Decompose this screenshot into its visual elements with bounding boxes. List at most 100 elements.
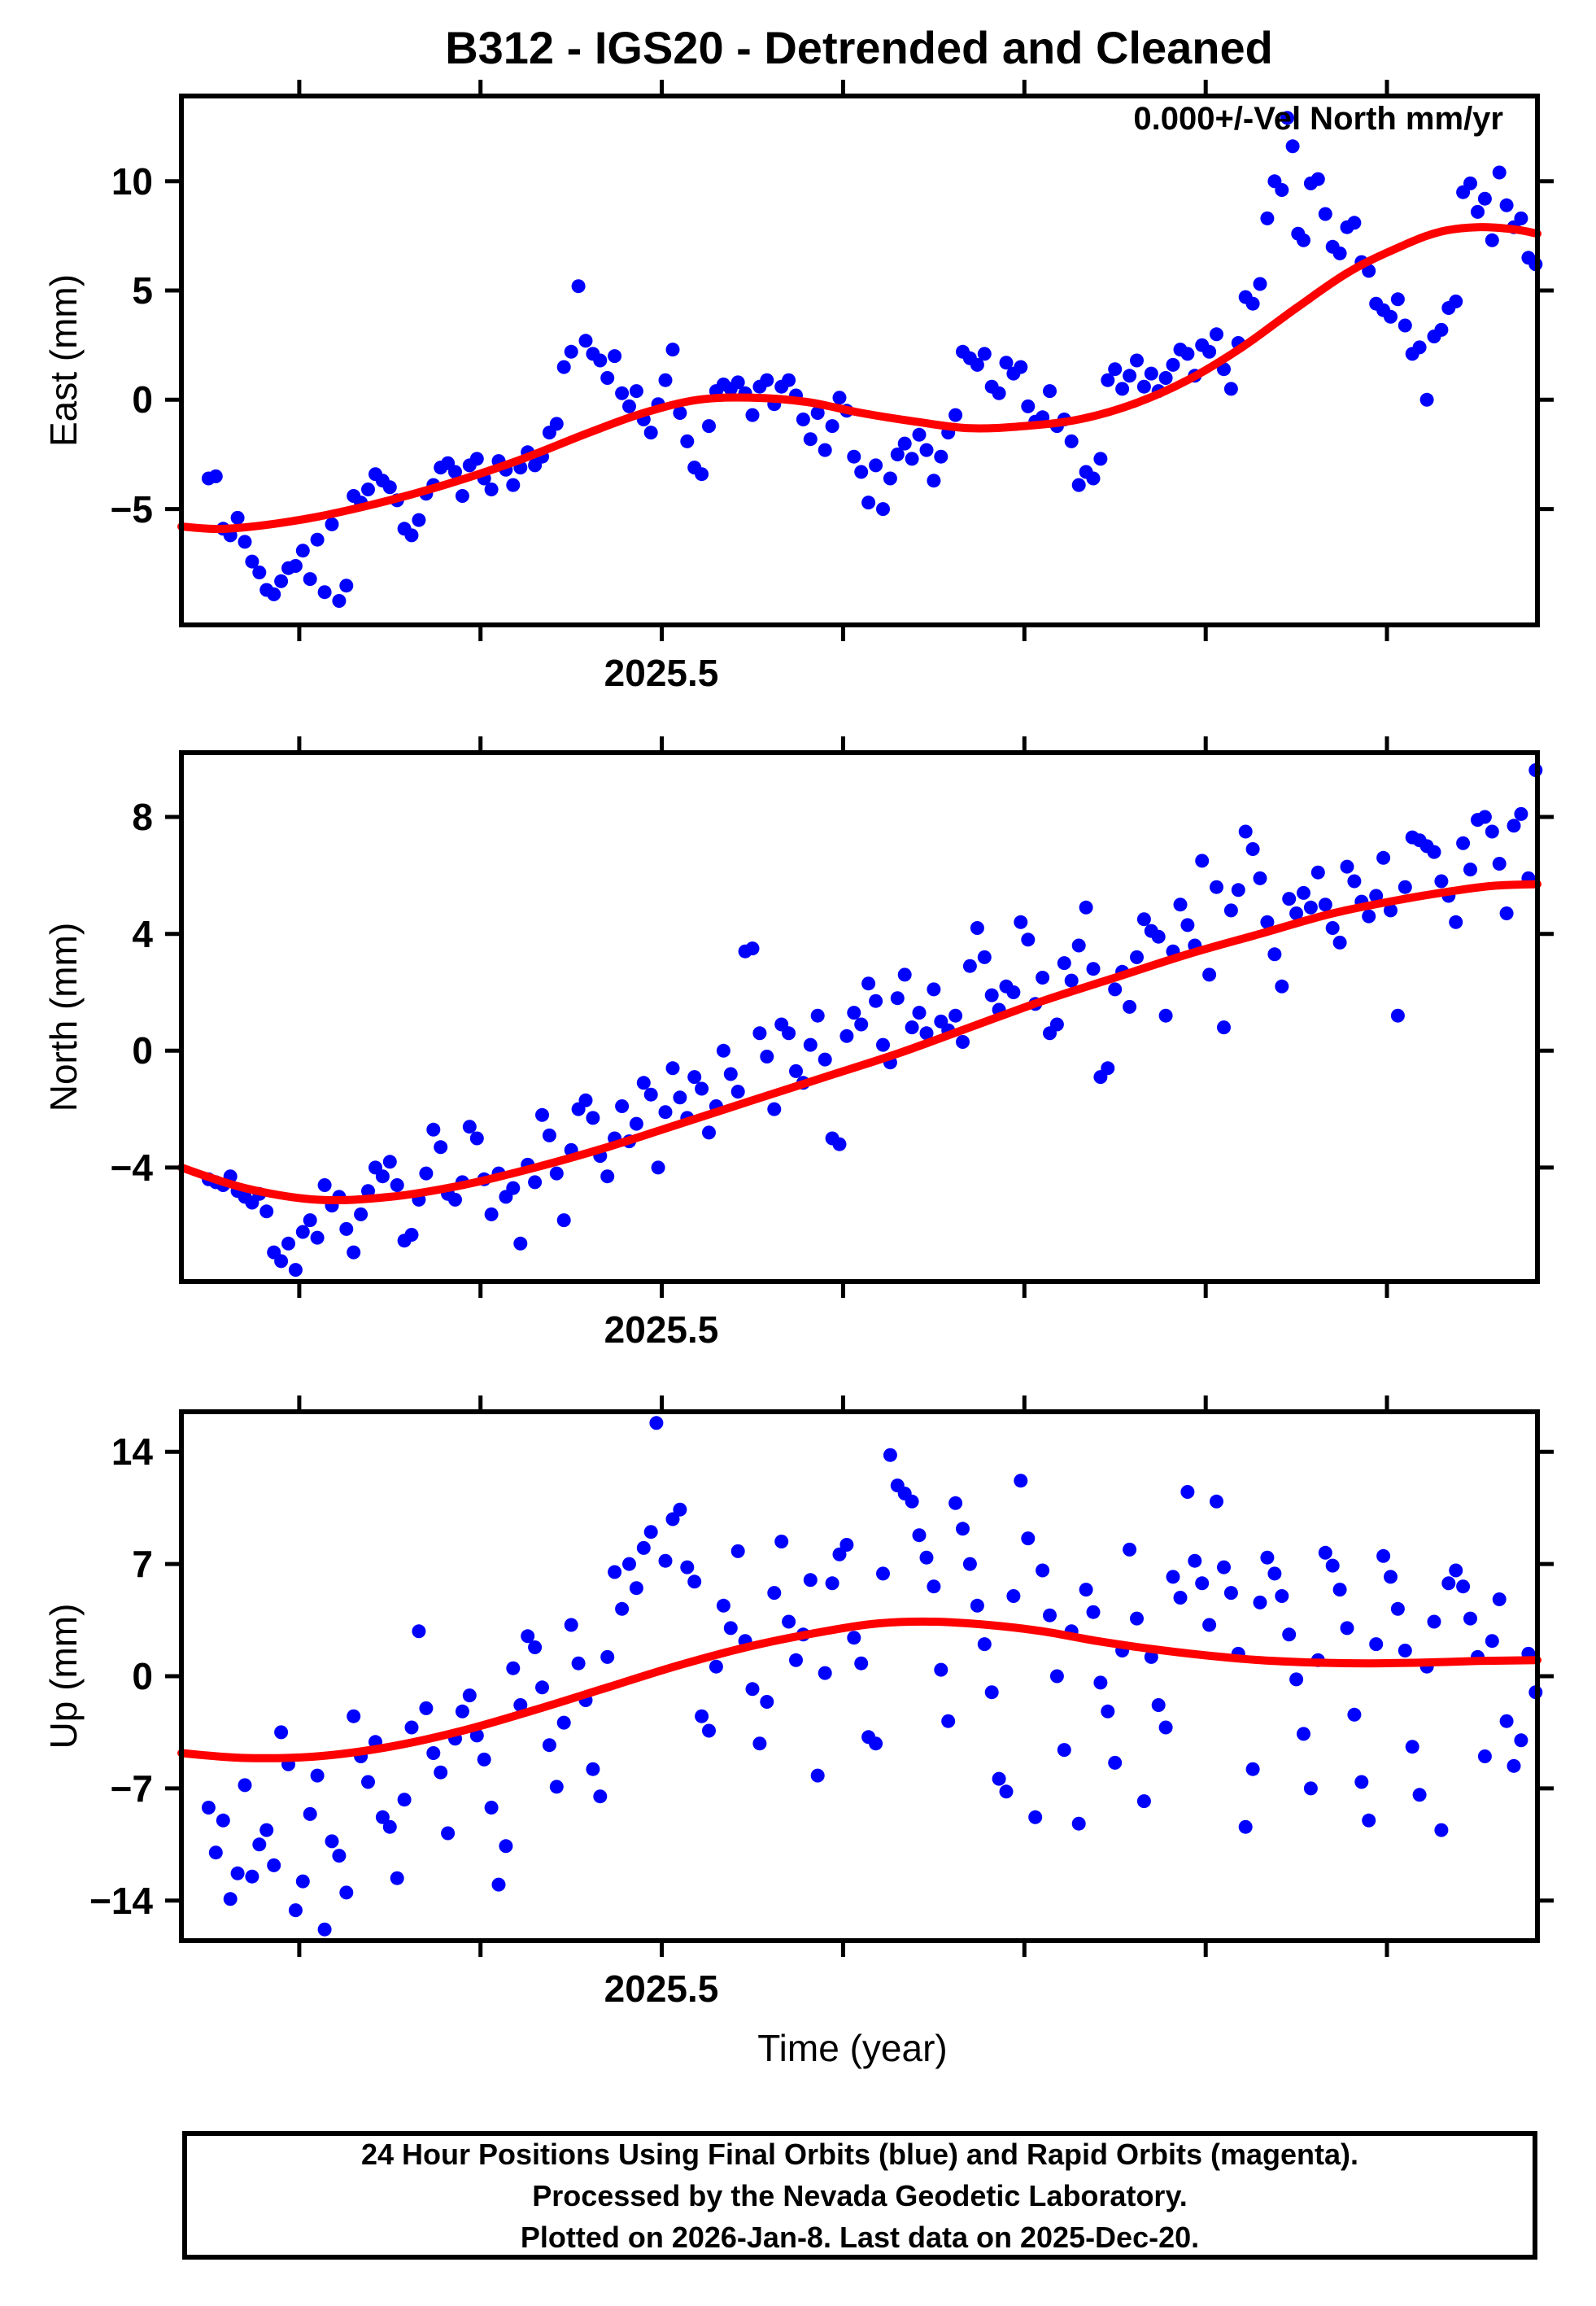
data-point-east [665,343,680,357]
panel-frame-east [179,94,1540,627]
data-point-up [876,1566,890,1581]
data-point-north [1514,806,1528,821]
data-point-north [760,1050,774,1063]
data-point-up [295,1874,310,1889]
data-point-east [267,587,281,601]
data-point-north [419,1166,434,1181]
data-point-north [615,1099,630,1113]
data-point-east [600,371,615,385]
data-point-north [426,1122,441,1137]
y-tick-label-east: 0 [132,378,153,421]
data-point-east [1108,362,1123,377]
data-point-up [274,1725,289,1740]
data-point-north [869,994,883,1008]
data-point-north [1318,898,1332,912]
data-point-up [600,1649,615,1664]
data-point-north [1282,892,1297,906]
data-point-east [506,478,521,492]
y-tick-label-north: 4 [132,912,153,955]
data-point-east [412,513,426,527]
data-point-east [1014,360,1028,374]
data-point-up [1405,1740,1419,1754]
data-point-east [208,469,223,483]
y-tick-label-east: −5 [110,487,153,531]
data-point-up [1180,1485,1195,1499]
data-point-up [1325,1558,1340,1573]
data-point-up [854,1656,869,1671]
velocity-annotation: 0.000+/-Vel North mm/yr [1133,101,1503,137]
data-point-up [325,1834,339,1849]
data-point-up [419,1701,434,1715]
data-point-east [1202,344,1217,359]
data-point-up [1079,1583,1093,1597]
data-point-north [404,1228,419,1242]
data-point-north [484,1207,499,1221]
data-point-east [593,353,608,368]
data-point-east [1086,471,1101,486]
data-point-up [201,1801,216,1815]
data-point-east [702,419,716,434]
data-point-up [1332,1583,1347,1597]
data-point-north [513,1236,528,1251]
data-point-east [1130,353,1144,368]
data-point-north [1130,950,1144,964]
data-point-up [1449,1563,1463,1578]
data-point-up [1318,1545,1332,1560]
trend-line-up [177,1617,1541,1762]
data-point-up [1303,1781,1318,1796]
y-axis-title-east: East (mm) [42,273,85,448]
data-point-east [861,496,876,510]
data-point-east [695,467,709,482]
data-point-east [1101,373,1115,387]
data-point-up [1463,1611,1477,1626]
data-point-up [702,1723,716,1738]
data-point-north [745,941,760,956]
data-point-east [1463,176,1477,190]
data-point-east [680,434,695,448]
data-point-east [1318,207,1332,221]
data-point-up [455,1704,469,1719]
data-point-north [1036,971,1050,985]
data-point-north [281,1236,295,1251]
data-point-north [673,1090,687,1105]
caption-line-1: 24 Hour Positions Using Final Orbits (bl… [360,2137,1359,2171]
data-point-east [1398,318,1412,333]
data-point-east [1499,198,1514,212]
data-point-up [347,1709,361,1723]
data-point-up [593,1789,608,1804]
data-point-north [919,1026,934,1041]
data-point-up [1057,1743,1071,1758]
data-point-east [890,448,905,461]
data-point-north [810,1008,825,1023]
data-point-east [970,357,984,372]
data-point-east [629,384,643,399]
data-point-east [1166,357,1180,372]
data-point-east [977,347,992,361]
page-title: B312 - IGS20 - Detrended and Cleaned [445,22,1273,73]
data-point-east [796,413,810,426]
data-point-east [1180,347,1195,361]
data-point-up [1043,1608,1057,1622]
data-point-up [1434,1823,1449,1837]
data-point-up [999,1784,1014,1799]
data-point-east [238,535,252,549]
data-point-up [1499,1714,1514,1728]
data-point-up [390,1871,404,1885]
data-point-east [317,585,332,600]
data-point-up [1049,1669,1064,1684]
data-point-east [332,594,347,608]
data-point-up [339,1885,354,1900]
data-point-east [832,391,847,405]
data-point-up [629,1581,643,1596]
data-point-east [760,373,774,387]
data-point-east [643,426,658,440]
data-point-east [1514,211,1528,225]
data-point-north [912,1006,927,1020]
data-point-east [1485,233,1499,247]
data-point-north [1427,845,1441,859]
data-point-north [832,1137,847,1151]
data-point-north [1362,909,1376,924]
data-point-up [1390,1601,1405,1616]
data-point-up [1210,1494,1223,1509]
data-point-up [1260,1550,1275,1565]
